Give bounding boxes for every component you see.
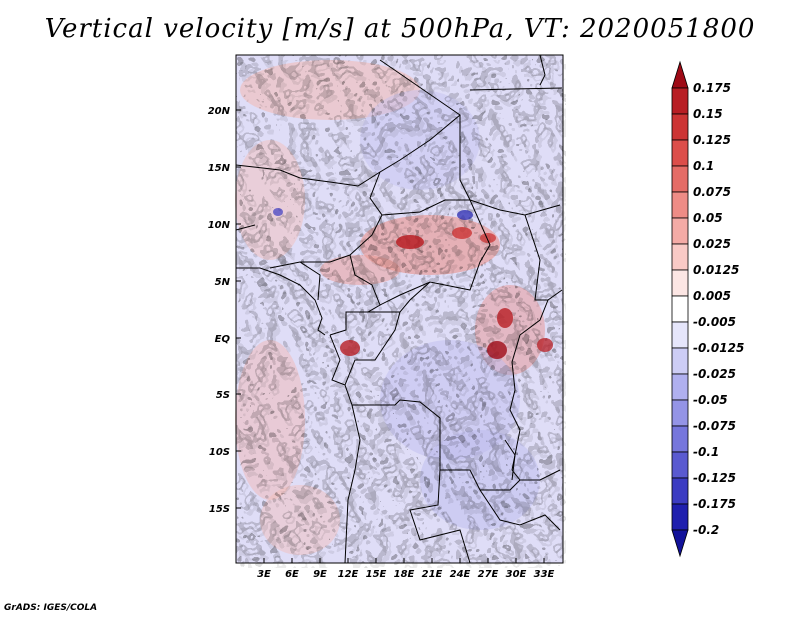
map-frame bbox=[235, 54, 564, 564]
colorbar-segment bbox=[671, 139, 689, 167]
chart-title: Vertical velocity [m/s] at 500hPa, VT: 2… bbox=[44, 14, 756, 44]
colorbar-label: 0.025 bbox=[693, 237, 731, 251]
colorbar-label: 0.075 bbox=[693, 185, 731, 199]
colorbar-segment bbox=[671, 425, 689, 453]
lat-label: 5S bbox=[216, 390, 230, 401]
colorbar-segment bbox=[671, 373, 689, 401]
colorbar-label: -0.1 bbox=[693, 445, 719, 459]
lon-label: 15E bbox=[366, 569, 387, 580]
lon-label: 33E bbox=[534, 569, 555, 580]
colorbar: 0.175 0.15 0.125 0.1 0.075 0.05 0.025 0.0125 0.0… bbox=[671, 60, 744, 558]
colorbar-segment bbox=[671, 87, 689, 115]
colorbar-label: 0.15 bbox=[693, 107, 723, 121]
colorbar-segment bbox=[671, 243, 689, 271]
colorbar-segment bbox=[671, 399, 689, 427]
colorbar-segment bbox=[671, 60, 689, 89]
colorbar-label: -0.125 bbox=[693, 471, 736, 485]
colorbar-label: -0.075 bbox=[693, 419, 736, 433]
country-borders bbox=[235, 54, 563, 564]
colorbar-label: 0.0125 bbox=[693, 263, 739, 277]
colorbar-label: -0.05 bbox=[693, 393, 728, 407]
lat-label: 20N bbox=[208, 106, 231, 117]
colorbar-label: -0.005 bbox=[693, 315, 736, 329]
colorbar-label: 0.005 bbox=[693, 289, 731, 303]
colorbar-label: 0.1 bbox=[693, 159, 714, 173]
lat-label: EQ bbox=[215, 334, 231, 345]
credit-label: GrADS: IGES/COLA bbox=[4, 603, 98, 613]
lon-label: 30E bbox=[506, 569, 527, 580]
colorbar-segment bbox=[671, 295, 689, 323]
lon-label: 9E bbox=[313, 569, 327, 580]
colorbar-segment bbox=[671, 503, 689, 531]
colorbar-segment bbox=[671, 451, 689, 479]
lon-label: 12E bbox=[338, 569, 359, 580]
colorbar-segment bbox=[671, 191, 689, 219]
lon-label: 21E bbox=[422, 569, 443, 580]
lat-label: 5N bbox=[215, 277, 231, 288]
lon-axis: 3E 6E 9E 12E 15E 18E 21E 24E 27E 30E 33E bbox=[257, 558, 555, 580]
colorbar-label: -0.0125 bbox=[693, 341, 744, 355]
colorbar-label: 0.05 bbox=[693, 211, 723, 225]
lat-label: 10N bbox=[208, 220, 231, 231]
lon-label: 27E bbox=[478, 569, 499, 580]
colorbar-segment bbox=[671, 529, 689, 558]
lat-label: 15S bbox=[209, 504, 230, 515]
lat-axis: 20N 15N 10N 5N EQ 5S 10S 15S bbox=[208, 106, 241, 515]
colorbar-segment bbox=[671, 347, 689, 375]
colorbar-label: -0.2 bbox=[693, 523, 719, 537]
lat-label: 10S bbox=[209, 447, 230, 458]
colorbar-label: -0.175 bbox=[693, 497, 736, 511]
lon-label: 3E bbox=[257, 569, 271, 580]
lat-label: 15N bbox=[208, 163, 231, 174]
colorbar-segment bbox=[671, 321, 689, 349]
colorbar-segment bbox=[671, 477, 689, 505]
colorbar-segment bbox=[671, 113, 689, 141]
colorbar-segment bbox=[671, 269, 689, 297]
colorbar-segment bbox=[671, 165, 689, 193]
lon-label: 24E bbox=[450, 569, 471, 580]
lon-label: 18E bbox=[394, 569, 415, 580]
lon-label: 6E bbox=[285, 569, 299, 580]
colorbar-label: -0.025 bbox=[693, 367, 736, 381]
colorbar-label: 0.175 bbox=[693, 81, 731, 95]
colorbar-segment bbox=[671, 217, 689, 245]
colorbar-label: 0.125 bbox=[693, 133, 731, 147]
velocity-field bbox=[235, 55, 566, 568]
